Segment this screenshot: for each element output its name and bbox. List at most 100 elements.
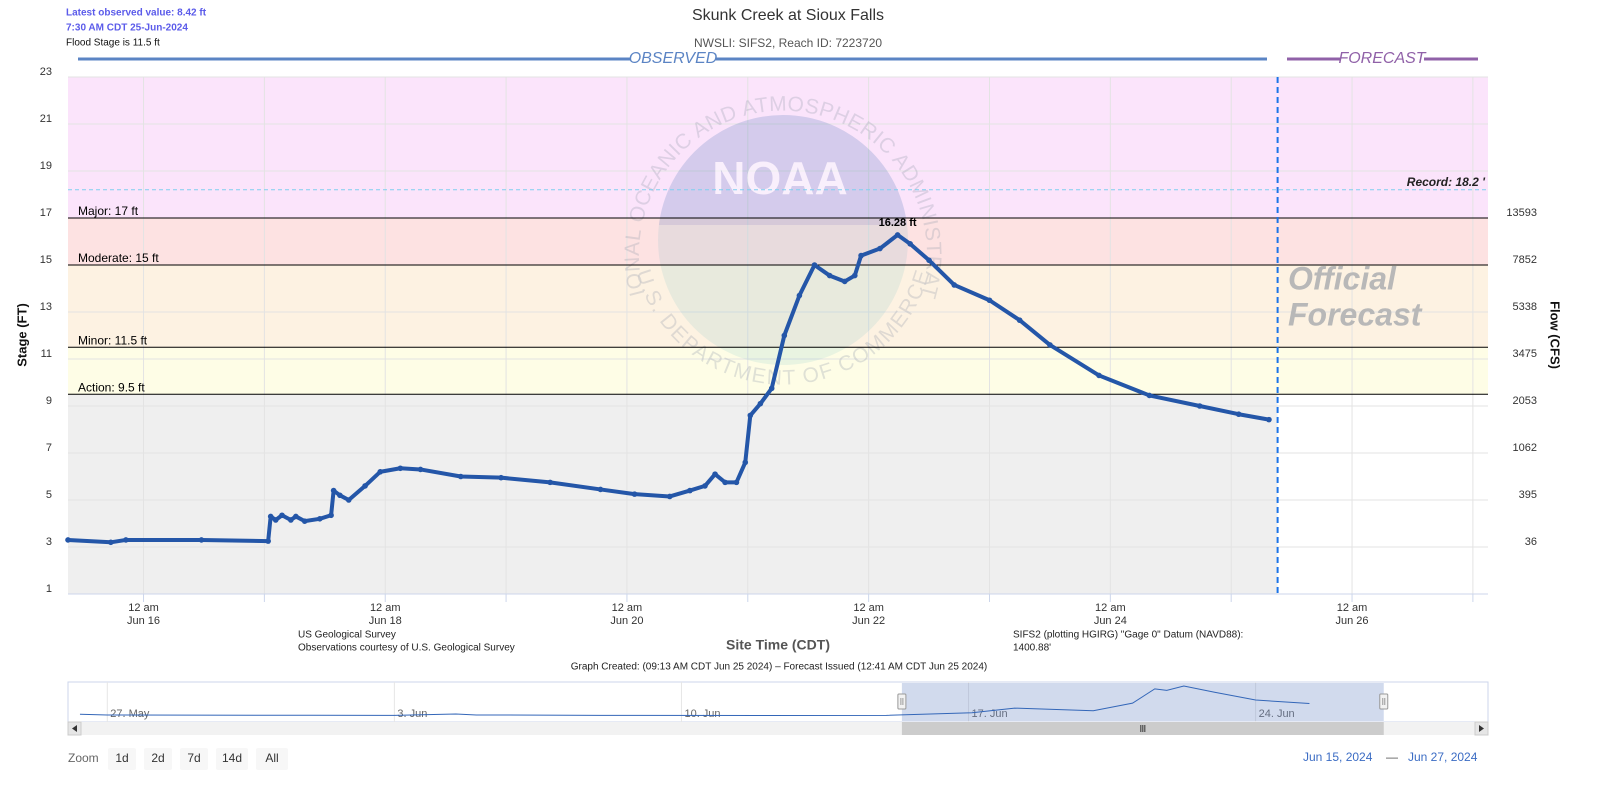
stage-point: [631, 491, 638, 497]
range-from[interactable]: Jun 15, 2024: [1303, 750, 1373, 764]
stage-point: [301, 518, 308, 524]
stage-point: [826, 272, 833, 279]
stage-point: [1016, 317, 1023, 324]
stage-point: [666, 493, 673, 500]
forecast-watermark: Official: [1288, 260, 1397, 296]
zoom-button-label[interactable]: 1d: [115, 751, 128, 765]
stage-point: [265, 538, 271, 544]
y2-tick-label: 5338: [1513, 301, 1537, 313]
zoom-buttons: 1d 2d 7d 14d All: [108, 748, 288, 770]
flood-label: Moderate: 15 ft: [78, 251, 159, 265]
x-axis-label: Site Time (CDT): [726, 637, 830, 653]
navigator-tick-label: 3. Jun: [397, 708, 427, 720]
zoom-button[interactable]: [180, 748, 208, 770]
datum-note: 1400.88': [1013, 643, 1051, 654]
stage-point: [457, 473, 464, 480]
datum-note: SIFS2 (plotting HGIRG) "Gage 0" Datum (N…: [1013, 630, 1243, 641]
stage-point: [1235, 411, 1242, 418]
x-tick-label: 12 am: [853, 602, 884, 614]
stage-point: [1096, 372, 1102, 379]
forecast-watermark: Forecast: [1288, 296, 1423, 332]
y-tick-label: 3: [46, 536, 52, 548]
navigator-tick-label: 10. Jun: [684, 708, 720, 720]
y-tick-label: 19: [40, 160, 52, 172]
y2-tick-label: 13593: [1506, 207, 1537, 219]
y-tick-label: 11: [41, 348, 52, 360]
stage-point: [747, 412, 754, 419]
y-tick-label: 23: [40, 66, 52, 78]
y2-tick-label: 36: [1525, 536, 1537, 548]
stage-point: [267, 513, 274, 520]
stage-point: [811, 262, 818, 268]
stage-point: [65, 537, 71, 543]
latest-time: 7:30 AM CDT 25-Jun-2024: [66, 23, 188, 34]
zoom-button[interactable]: [216, 748, 248, 770]
range-to[interactable]: Jun 27, 2024: [1408, 750, 1478, 764]
stage-point: [547, 479, 553, 486]
zoom-button-label[interactable]: All: [265, 751, 278, 765]
stage-point: [986, 297, 993, 304]
y-tick-label: 7: [46, 442, 52, 454]
x-tick-label: Jun 26: [1336, 615, 1369, 627]
zoom-button[interactable]: [144, 748, 172, 770]
stage-point: [1266, 416, 1272, 423]
stage-point: [851, 272, 858, 279]
navigator-handle[interactable]: [897, 693, 907, 710]
y-tick-label: 9: [46, 395, 52, 407]
zoom-button-label[interactable]: 14d: [222, 751, 242, 765]
value-label: 16.28 ft: [879, 217, 917, 229]
logo-text: NOAA: [712, 152, 847, 204]
zoom-button-label[interactable]: 7d: [187, 751, 200, 765]
zoom-label: Zoom: [68, 751, 99, 765]
stage-point: [1047, 342, 1053, 348]
stage-point: [279, 512, 285, 519]
navigator-handle[interactable]: [1379, 693, 1389, 710]
zoom-button-label[interactable]: 2d: [151, 751, 164, 765]
graph-created: Graph Created: (09:13 AM CDT Jun 25 2024…: [571, 662, 988, 673]
x-tick-label: 12 am: [128, 602, 159, 614]
flood-label: Minor: 11.5 ft: [78, 333, 148, 347]
stage-point: [768, 385, 775, 392]
zoom-button[interactable]: [256, 748, 288, 770]
stage-point: [712, 471, 718, 477]
stage-point: [597, 486, 604, 493]
y-tick-label: 1: [46, 583, 52, 595]
stage-point: [293, 513, 299, 520]
range-separator: —: [1386, 750, 1398, 764]
chart-subtitle: NWSLI: SIFS2, Reach ID: 7223720: [694, 36, 882, 50]
chart-title: Skunk Creek at Sioux Falls: [692, 7, 884, 24]
y-tick-label: 5: [46, 489, 52, 501]
flood-stage-note: Flood Stage is 11.5 ft: [66, 38, 160, 49]
stage-point: [722, 479, 728, 486]
scrollbar[interactable]: [67, 721, 1489, 736]
stage-point: [733, 479, 740, 486]
zoom-button[interactable]: [108, 748, 136, 770]
x-tick-label: Jun 16: [127, 615, 160, 627]
navigator-tick-label: 17. Jun: [972, 708, 1008, 720]
stage-point: [345, 497, 352, 503]
stage-point: [123, 537, 129, 543]
x-tick-label: 12 am: [370, 602, 401, 614]
navigator-tick-label: 24. Jun: [1259, 708, 1295, 720]
record-label: Record: 18.2 ': [1407, 175, 1486, 189]
stage-point: [796, 292, 803, 299]
y2-tick-label: 3475: [1513, 348, 1537, 360]
logo-circle: [658, 115, 908, 365]
forecast-header: FORECAST: [1338, 50, 1426, 67]
stage-point: [328, 512, 334, 519]
x-tick-label: 12 am: [1095, 602, 1126, 614]
flood-band: [68, 218, 1488, 265]
y2-axis-label: Flow (CFS): [1548, 301, 1563, 369]
stage-point: [742, 459, 749, 466]
x-tick-label: 12 am: [1337, 602, 1368, 614]
stage-point: [1146, 392, 1153, 399]
range-selector: Zoom 1d 2d 7d 14d All Jun 15, 2024 — Jun 27,…: [68, 748, 1478, 770]
x-tick-label: Jun 20: [610, 615, 643, 627]
logo-circle-top: [658, 115, 908, 225]
stage-point: [757, 400, 764, 407]
stage-point: [858, 252, 864, 259]
x-tick-label: 12 am: [612, 602, 643, 614]
observed-header: OBSERVED: [629, 50, 718, 67]
source-note: US Geological Survey: [298, 630, 396, 641]
